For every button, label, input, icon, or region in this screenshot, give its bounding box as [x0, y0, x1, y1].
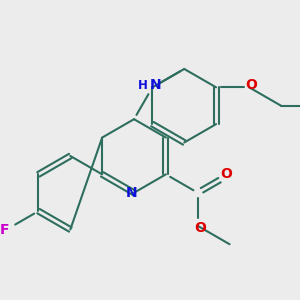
Text: H: H: [138, 79, 147, 92]
Text: O: O: [245, 78, 257, 92]
Text: N: N: [126, 186, 138, 200]
Text: N: N: [150, 78, 161, 92]
Text: F: F: [0, 223, 9, 236]
Text: O: O: [220, 167, 232, 181]
Text: O: O: [194, 221, 206, 235]
